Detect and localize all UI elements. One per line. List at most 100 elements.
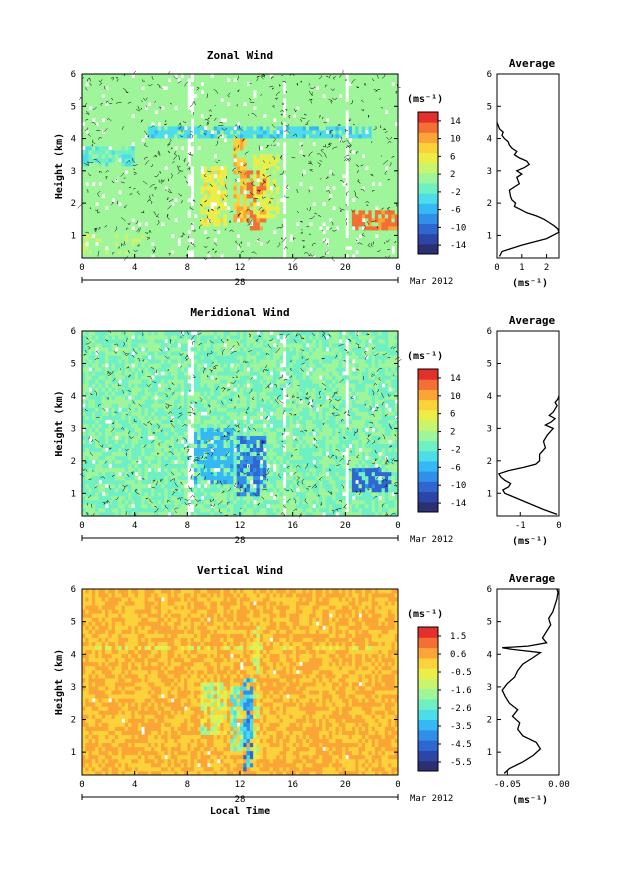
heatmap-cell	[338, 238, 343, 243]
heatmap-cell	[332, 230, 336, 235]
heatmap-cell	[365, 162, 369, 167]
heatmap-cell	[210, 98, 215, 103]
contour-segment	[214, 104, 216, 106]
heatmap-cell	[141, 178, 145, 183]
heatmap-cell	[230, 146, 234, 151]
heatmap-cell	[355, 166, 359, 171]
heatmap-cell	[167, 206, 172, 211]
heatmap-cell	[184, 194, 188, 199]
heatmap-cell	[157, 234, 162, 239]
heatmap-cell	[391, 214, 396, 219]
heatmap-cell	[105, 134, 109, 139]
heatmap-cell	[134, 214, 139, 219]
heatmap-cell	[322, 134, 326, 139]
contour-segment	[324, 153, 327, 158]
heatmap-cell	[167, 238, 172, 243]
heatmap-cell	[197, 178, 201, 183]
heatmap-cell	[236, 238, 241, 243]
heatmap-cell	[286, 142, 290, 147]
heatmap-cell	[381, 222, 386, 227]
heatmap-cell	[82, 331, 86, 336]
heatmap-cell	[101, 150, 106, 155]
heatmap-cell	[164, 250, 168, 255]
heatmap-cell	[332, 170, 336, 175]
heatmap-cell	[233, 162, 238, 167]
heatmap-cell	[233, 238, 238, 243]
heatmap-cell	[240, 82, 244, 87]
heatmap-cell	[384, 130, 389, 135]
heatmap-cell	[240, 206, 244, 211]
heatmap-cell	[253, 234, 257, 239]
contour-segment	[280, 155, 283, 159]
heatmap-cell	[338, 110, 343, 115]
heatmap-cell	[193, 254, 198, 259]
heatmap-cell	[368, 250, 373, 255]
contour-segment	[148, 195, 152, 200]
heatmap-cell	[174, 78, 178, 83]
heatmap-cell	[134, 102, 139, 107]
heatmap-cell	[305, 126, 310, 131]
heatmap-cell	[243, 126, 247, 131]
heatmap-cell	[226, 86, 231, 91]
heatmap-cell	[213, 86, 218, 91]
heatmap-cell	[114, 98, 119, 103]
heatmap-cell	[236, 82, 241, 87]
heatmap-cell	[286, 190, 290, 195]
heatmap-cell	[88, 347, 93, 352]
heatmap-cell	[147, 202, 152, 207]
heatmap-cell	[279, 214, 284, 219]
heatmap-cell	[292, 218, 297, 223]
heatmap-cell	[141, 122, 145, 127]
contour-segment	[328, 143, 332, 147]
heatmap-cell	[279, 166, 284, 171]
heatmap-cell	[292, 242, 297, 247]
contour-segment	[280, 110, 284, 113]
heatmap-cell	[111, 246, 116, 251]
heatmap-cell	[378, 134, 382, 139]
heatmap-cell	[384, 126, 389, 131]
heatmap-cell	[246, 86, 251, 91]
contour-segment	[115, 76, 118, 79]
heatmap-cell	[368, 94, 373, 99]
heatmap-cell	[144, 142, 149, 147]
heatmap-cell	[236, 130, 241, 135]
heatmap-cell	[272, 86, 277, 91]
heatmap-cell	[144, 170, 149, 175]
heatmap-cell	[98, 194, 103, 199]
heatmap-cell	[289, 186, 294, 191]
heatmap-cell	[157, 114, 162, 119]
heatmap-cell	[157, 158, 162, 163]
heatmap-cell	[348, 190, 353, 195]
heatmap-cell	[338, 178, 343, 183]
heatmap-cell	[286, 178, 290, 183]
heatmap-cell	[174, 150, 178, 155]
heatmap-cell	[240, 122, 244, 127]
contour-segment	[330, 130, 333, 134]
profile-y-tick-label: 1	[487, 231, 492, 241]
heatmap-cell	[101, 242, 106, 247]
contour-segment	[224, 228, 227, 231]
heatmap-cell	[263, 222, 267, 227]
heatmap-cell	[253, 182, 257, 187]
heatmap-cell	[269, 118, 274, 123]
heatmap-cell	[355, 206, 359, 211]
heatmap-cell	[302, 194, 307, 199]
heatmap-cell	[365, 114, 369, 119]
heatmap-cell	[200, 94, 205, 99]
heatmap-cell	[91, 379, 96, 384]
heatmap-cell	[124, 102, 129, 107]
heatmap-cell	[154, 106, 159, 111]
heatmap-cell	[315, 98, 320, 103]
heatmap-cell	[111, 174, 116, 179]
heatmap-cell	[243, 214, 247, 219]
heatmap-cell	[154, 90, 159, 95]
heatmap-cell	[292, 162, 297, 167]
heatmap-cell	[88, 427, 93, 432]
contour-segment	[350, 209, 356, 213]
heatmap-cell	[263, 94, 267, 99]
heatmap-cell	[95, 499, 99, 505]
heatmap-cell	[91, 495, 96, 501]
heatmap-cell	[131, 250, 136, 255]
heatmap-cell	[358, 218, 363, 223]
heatmap-cell	[131, 126, 136, 131]
